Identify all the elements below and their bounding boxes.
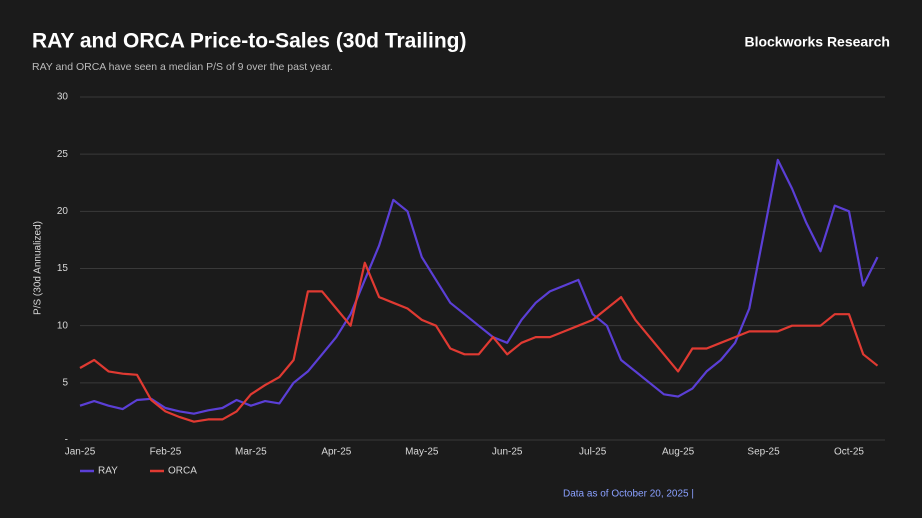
x-tick-label: Apr-25 bbox=[321, 447, 351, 458]
footer: Data as of October 20, 2025 | bbox=[563, 489, 694, 500]
y-tick-label: 10 bbox=[57, 320, 69, 331]
y-tick-label: 20 bbox=[57, 206, 69, 217]
x-tick-label: Sep-25 bbox=[747, 447, 780, 458]
x-tick-label: Oct-25 bbox=[834, 447, 864, 458]
y-tick-label: 25 bbox=[57, 149, 69, 160]
series-line bbox=[79, 261, 879, 423]
y-tick-label: 15 bbox=[57, 263, 69, 274]
x-tick-label: Jun-25 bbox=[492, 447, 523, 458]
y-tick-label: - bbox=[65, 435, 68, 446]
brand: Blockworks Research bbox=[744, 34, 890, 50]
x-tick-label: May-25 bbox=[405, 447, 439, 458]
y-tick-label: 5 bbox=[62, 377, 68, 388]
x-tick-label: Feb-25 bbox=[150, 447, 182, 458]
y-axis-label: P/S (30d Annualized) bbox=[33, 221, 44, 315]
legend-label: ORCA bbox=[168, 466, 197, 477]
legend-label: RAY bbox=[98, 466, 118, 477]
chart-subtitle: RAY and ORCA have seen a median P/S of 9… bbox=[32, 61, 333, 73]
chart-title: RAY and ORCA Price-to-Sales (30d Trailin… bbox=[32, 30, 467, 53]
x-tick-label: Aug-25 bbox=[662, 447, 695, 458]
series-line bbox=[79, 158, 879, 415]
x-tick-label: Jan-25 bbox=[65, 447, 96, 458]
x-tick-label: Jul-25 bbox=[579, 447, 607, 458]
y-tick-label: 30 bbox=[57, 92, 69, 103]
x-tick-label: Mar-25 bbox=[235, 447, 267, 458]
